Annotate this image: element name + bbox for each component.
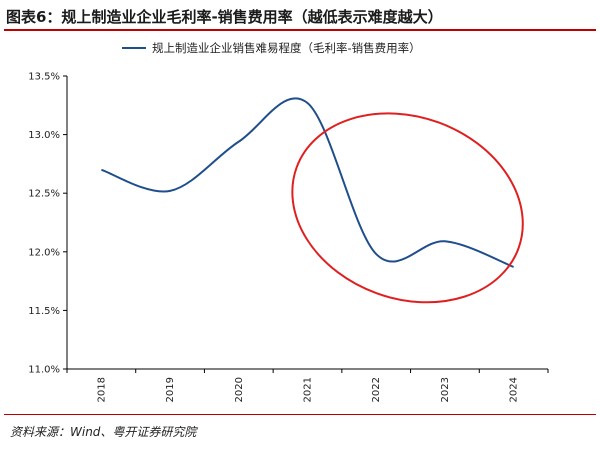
footer-divider bbox=[4, 414, 596, 415]
chart-title: 图表6：规上制造业企业毛利率-销售费用率（越低表示难度越大） bbox=[6, 8, 443, 26]
data-point-2021 bbox=[307, 102, 309, 104]
y-tick-label: 12.5% bbox=[28, 189, 60, 200]
title-divider bbox=[4, 29, 596, 31]
chart-marks bbox=[100, 97, 524, 304]
y-tick-label: 11.0% bbox=[28, 365, 60, 376]
data-point-2023 bbox=[444, 240, 446, 242]
x-tick-label: 2023 bbox=[440, 377, 451, 402]
x-tick-label: 2020 bbox=[234, 377, 245, 402]
data-point-2019 bbox=[169, 190, 171, 192]
legend: 规上制造业企业销售难易程度（毛利率-销售费用率） bbox=[122, 41, 421, 55]
data-point-2020 bbox=[238, 141, 240, 143]
y-tick-label: 13.5% bbox=[28, 72, 60, 83]
highlight-ellipse bbox=[291, 112, 524, 304]
y-tick-label: 13.0% bbox=[28, 130, 60, 141]
y-tick-label: 12.0% bbox=[28, 247, 60, 258]
x-axis: 2018 2019 2020 2021 2022 2023 2024 bbox=[66, 368, 549, 402]
y-tick-label: 11.5% bbox=[28, 306, 60, 317]
series-line bbox=[101, 97, 514, 268]
y-axis: 11.0% 11.5% 12.0% 12.5% 13.0% 13.5% bbox=[28, 72, 68, 376]
x-tick-label: 2018 bbox=[96, 377, 107, 402]
data-point-2018 bbox=[100, 169, 102, 171]
data-point-2022 bbox=[375, 253, 377, 255]
line-chart: 规上制造业企业销售难易程度（毛利率-销售费用率） 11.0% 11.5% 12.0%… bbox=[28, 41, 549, 402]
data-point-2024 bbox=[513, 266, 515, 268]
x-tick-label: 2024 bbox=[509, 377, 520, 402]
x-tick-label: 2019 bbox=[165, 377, 176, 402]
legend-label: 规上制造业企业销售难易程度（毛利率-销售费用率） bbox=[152, 41, 421, 55]
x-tick-label: 2022 bbox=[371, 377, 382, 402]
x-tick-label: 2021 bbox=[303, 377, 314, 402]
source-note: 资料来源：Wind、粤开证券研究院 bbox=[10, 425, 197, 439]
